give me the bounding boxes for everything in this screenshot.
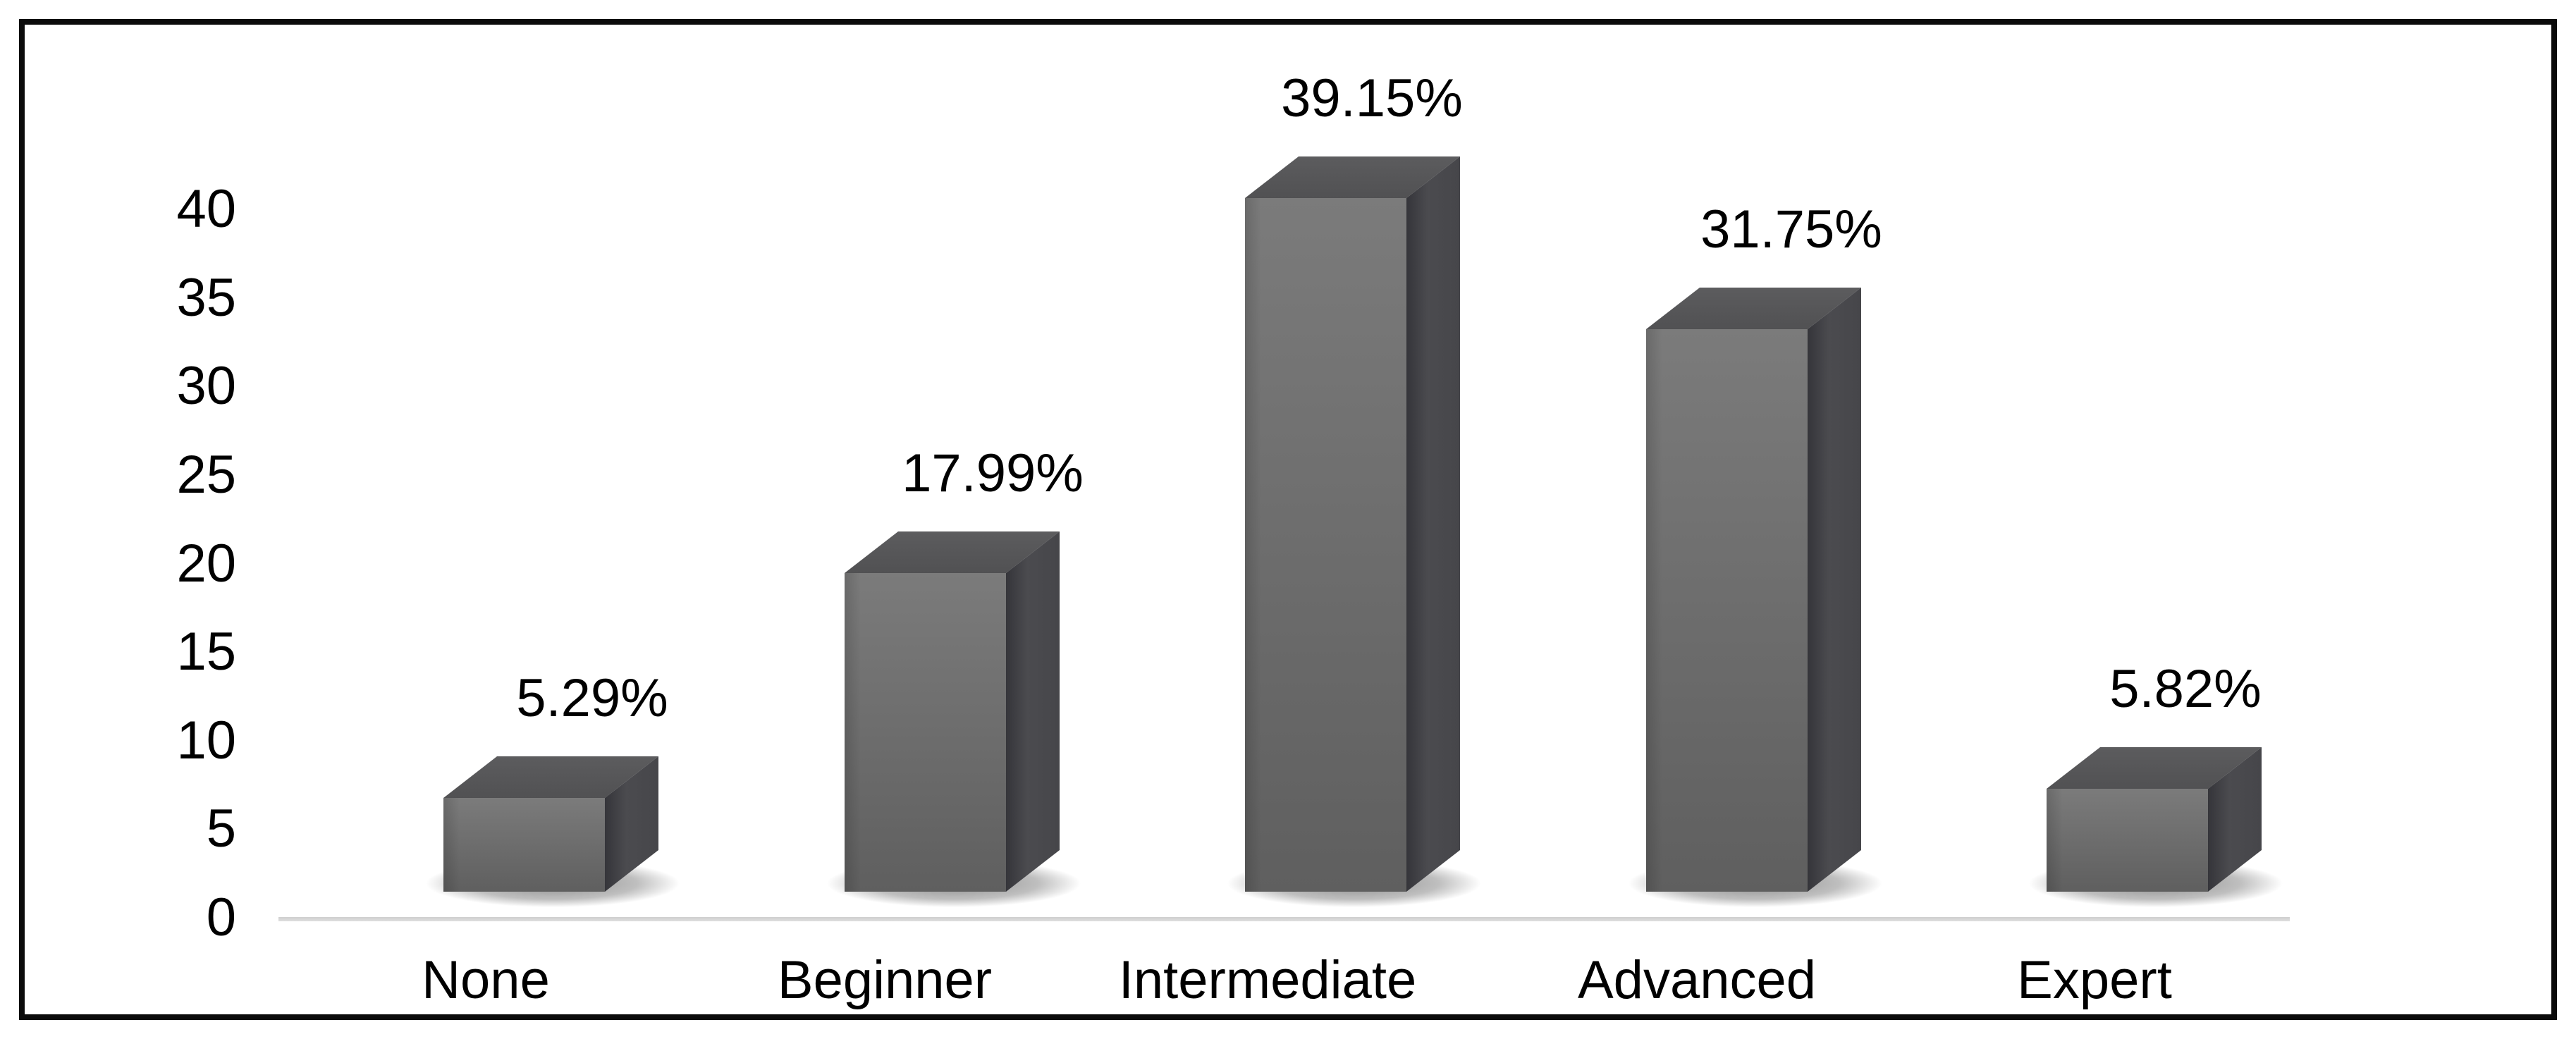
category-label: Intermediate <box>1118 950 1417 1010</box>
bar-front-face <box>1245 198 1406 892</box>
bar-value-label: 17.99% <box>902 443 1084 503</box>
x-axis-baseline <box>278 917 2290 921</box>
category-label: Beginner <box>777 950 993 1010</box>
category-label: Expert <box>2017 950 2172 1010</box>
category-label: Advanced <box>1577 950 1817 1010</box>
bar-value-label: 5.82% <box>2109 659 2262 719</box>
bar-front-face <box>845 573 1006 892</box>
y-tick-label: 5 <box>206 799 236 859</box>
bar-front-face <box>443 798 605 892</box>
y-tick-label: 0 <box>206 887 236 947</box>
bar-value-label: 31.75% <box>1700 199 1882 259</box>
bar-value-label: 5.29% <box>516 668 668 728</box>
chart-border-frame: 40 35 30 25 20 15 10 5 0 5.29% 17.99% 39.15% 31.75%… <box>19 19 2557 1020</box>
bar-side-face <box>1406 156 1460 892</box>
bar-side-face <box>1808 288 1861 892</box>
bar-front-face <box>1646 329 1808 892</box>
y-tick-label: 25 <box>176 444 236 505</box>
bar-side-face <box>1006 531 1060 892</box>
y-tick-label: 30 <box>176 356 236 417</box>
y-tick-label: 10 <box>176 710 236 770</box>
bar-value-label: 39.15% <box>1281 68 1463 128</box>
y-tick-label: 15 <box>176 622 236 682</box>
bar-front-face <box>2047 789 2208 892</box>
category-label: None <box>422 950 550 1010</box>
y-tick-label: 35 <box>176 267 236 328</box>
y-tick-label: 40 <box>176 179 236 239</box>
y-tick-label: 20 <box>176 533 236 594</box>
